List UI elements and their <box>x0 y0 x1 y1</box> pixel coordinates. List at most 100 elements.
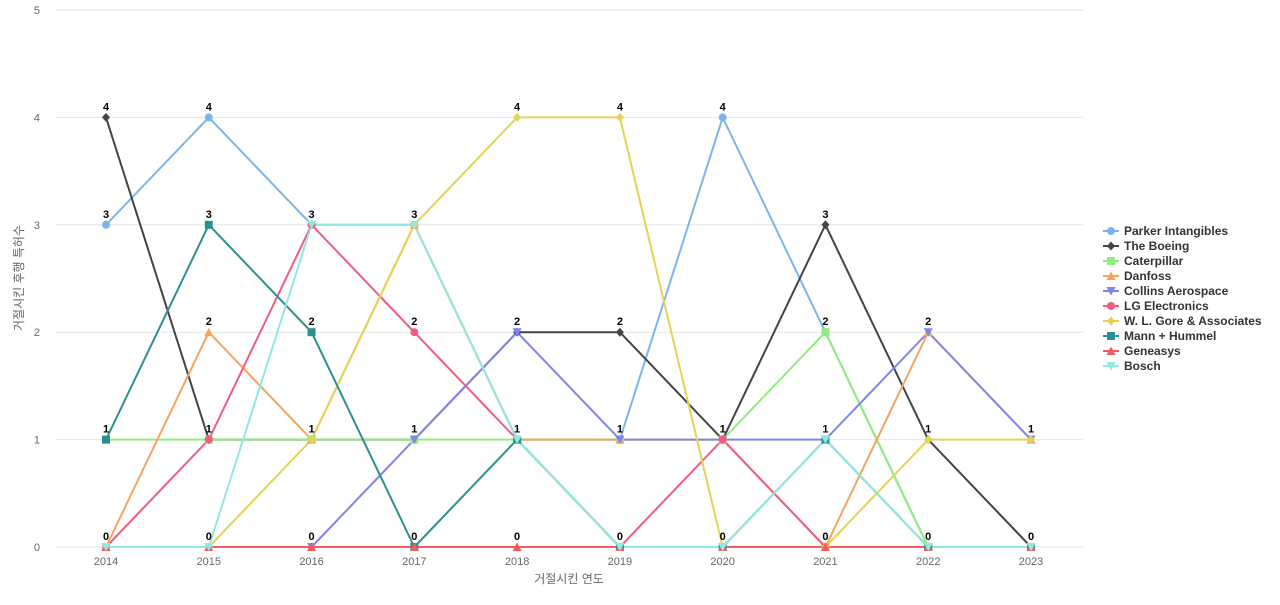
series-marker[interactable] <box>821 328 830 337</box>
series-marker[interactable] <box>512 542 522 552</box>
legend-marker <box>1107 241 1115 251</box>
legend-item[interactable]: Mann + Hummel <box>1103 329 1216 343</box>
series-marker[interactable] <box>1027 435 1035 445</box>
series-marker[interactable] <box>204 113 213 122</box>
x-axis-title: 거절시킨 연도 <box>534 572 604 586</box>
data-label: 3 <box>822 209 828 221</box>
x-tick-label: 2022 <box>916 556 940 568</box>
data-label: 0 <box>617 531 623 543</box>
legend-item[interactable]: Bosch <box>1103 359 1161 373</box>
data-label: 1 <box>103 424 109 436</box>
data-label: 4 <box>514 101 521 113</box>
y-tick-label: 3 <box>34 220 40 232</box>
series-marker[interactable] <box>923 328 933 337</box>
series-marker[interactable] <box>924 435 933 445</box>
y-tick-label: 4 <box>34 112 40 124</box>
gridlines <box>55 9 1083 548</box>
series-marker[interactable] <box>101 543 111 552</box>
series-marker[interactable] <box>409 435 419 445</box>
series-marker[interactable] <box>615 435 625 445</box>
series-marker[interactable] <box>204 435 213 444</box>
x-tick-label: 2019 <box>608 556 632 568</box>
data-label: 0 <box>308 531 314 543</box>
series-marker[interactable] <box>410 328 419 337</box>
data-label: 4 <box>206 101 213 113</box>
series-marker[interactable] <box>820 542 830 552</box>
series-marker[interactable] <box>102 435 110 444</box>
series-marker[interactable] <box>204 220 213 229</box>
data-label: 0 <box>1028 531 1034 543</box>
legend-item[interactable]: Collins Aerospace <box>1103 284 1229 298</box>
legend-item[interactable]: Caterpillar <box>1103 254 1184 268</box>
legend-label: LG Electronics <box>1124 299 1209 313</box>
data-label: 4 <box>617 101 624 113</box>
data-label: 1 <box>1028 424 1034 436</box>
legend-item[interactable]: W. L. Gore & Associates <box>1103 314 1262 328</box>
legend-marker <box>1106 362 1116 371</box>
series-marker[interactable] <box>204 327 214 337</box>
legend-label: Danfoss <box>1124 269 1172 283</box>
data-label: 1 <box>925 424 931 436</box>
data-label: 1 <box>514 424 520 436</box>
y-tick-label: 0 <box>34 542 40 554</box>
series-marker[interactable] <box>615 543 625 552</box>
series-marker[interactable] <box>820 435 830 445</box>
series-marker[interactable] <box>102 220 110 229</box>
y-tick-label: 5 <box>34 5 40 17</box>
data-label: 0 <box>720 531 726 543</box>
series-marker[interactable] <box>718 113 727 122</box>
data-label: 2 <box>411 316 417 328</box>
series-marker[interactable] <box>513 112 522 122</box>
series-marker[interactable] <box>615 327 624 337</box>
legend-marker <box>1107 257 1115 265</box>
legend-marker <box>1107 302 1115 310</box>
x-tick-label: 2014 <box>94 556 118 568</box>
series-marker[interactable] <box>718 543 728 552</box>
series-marker[interactable] <box>512 328 522 337</box>
legend-marker <box>1107 227 1115 235</box>
legend-label: Collins Aerospace <box>1124 284 1229 298</box>
series-marker[interactable] <box>409 542 419 552</box>
y-tick-label: 1 <box>34 435 40 447</box>
series-marker[interactable] <box>923 543 933 552</box>
series-marker[interactable] <box>821 220 830 230</box>
legend-item[interactable]: Danfoss <box>1103 269 1172 283</box>
legend-item[interactable]: The Boeing <box>1103 239 1189 253</box>
data-label: 3 <box>103 209 109 221</box>
data-label: 0 <box>103 531 109 543</box>
legend-marker <box>1107 332 1115 340</box>
legend-item[interactable]: Geneasys <box>1103 344 1181 358</box>
series-marker[interactable] <box>307 542 317 552</box>
series-line[interactable] <box>105 223 1032 548</box>
data-label: 0 <box>822 531 828 543</box>
legend-label: Caterpillar <box>1124 254 1184 268</box>
series-marker[interactable] <box>307 328 316 337</box>
series-marker[interactable] <box>615 112 624 122</box>
data-label: 2 <box>206 316 212 328</box>
data-label: 0 <box>206 531 212 543</box>
x-tick-label: 2018 <box>505 556 529 568</box>
data-label: 2 <box>822 316 828 328</box>
data-label: 0 <box>411 531 417 543</box>
data-label: 1 <box>822 424 828 436</box>
legend-item[interactable]: Parker Intangibles <box>1103 224 1228 238</box>
data-label: 1 <box>720 424 726 436</box>
legend-label: Bosch <box>1124 359 1161 373</box>
series-marker[interactable] <box>204 543 214 552</box>
legend-item[interactable]: LG Electronics <box>1103 299 1209 313</box>
legend-label: Parker Intangibles <box>1124 224 1228 238</box>
series-marker[interactable] <box>307 435 316 445</box>
series-markers <box>101 112 1036 552</box>
series-marker[interactable] <box>718 435 727 444</box>
x-tick-label: 2015 <box>197 556 221 568</box>
series-marker[interactable] <box>512 435 522 445</box>
data-label: 1 <box>308 424 314 436</box>
data-label: 0 <box>514 531 520 543</box>
series-marker[interactable] <box>1026 543 1036 552</box>
series-marker[interactable] <box>409 220 419 230</box>
legend-label: The Boeing <box>1124 239 1189 253</box>
series-marker[interactable] <box>307 220 317 230</box>
data-label: 1 <box>206 424 212 436</box>
series-marker[interactable] <box>102 112 110 122</box>
